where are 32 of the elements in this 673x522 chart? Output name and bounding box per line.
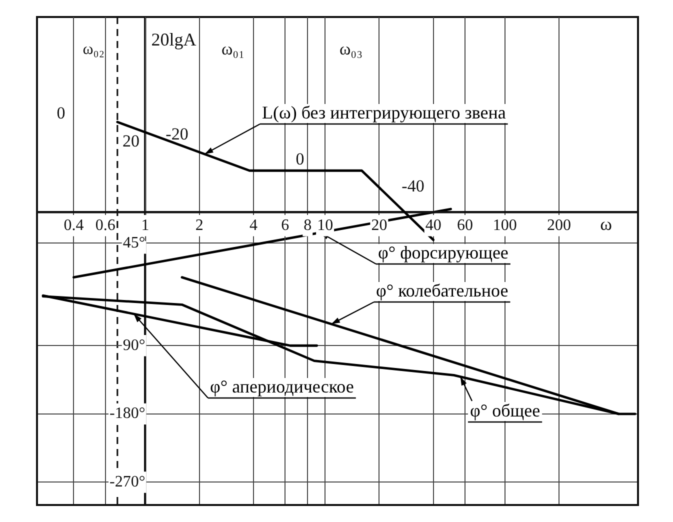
y-axis-title: 20lgA xyxy=(151,30,196,50)
x-tick-label: 100 xyxy=(492,216,517,234)
legend-label: φ° форсирующее xyxy=(378,242,508,263)
text: L(ω) без интегрирующего звена xyxy=(262,102,506,123)
x-tick-label: 20 xyxy=(371,216,388,234)
x-tick-label: 2 xyxy=(195,216,204,234)
y-tick-label: -180° xyxy=(110,405,146,422)
annotation: -20 xyxy=(166,124,188,144)
x-tick-label: 4 xyxy=(250,216,258,234)
y-tick-label: 90° xyxy=(122,336,146,354)
annotation: 0 xyxy=(296,149,304,168)
x-tick-label: 60 xyxy=(456,216,473,234)
x-tick-label: 1 xyxy=(141,216,150,234)
series-label: φ° общее xyxy=(470,400,540,421)
y-tick-label: 45° xyxy=(122,234,146,252)
x-tick-label: 10 xyxy=(317,216,334,234)
x-axis-title: ω xyxy=(600,214,612,234)
x-tick-label: 40 xyxy=(425,216,442,234)
text: φ° апериодическое xyxy=(210,376,354,397)
annotation: ω₀₃ xyxy=(339,39,363,58)
x-tick-label: 8 xyxy=(304,216,312,234)
annotation: -40 xyxy=(402,176,424,196)
x-tick-label: 0.4 xyxy=(64,216,84,234)
ref-line-label: ω₀₂ xyxy=(82,41,104,58)
annotation: ω₀₁ xyxy=(221,39,245,58)
annotation: 20 xyxy=(122,131,140,150)
x-tick-label: 0.6 xyxy=(95,216,116,234)
series-label: φ° колебательное xyxy=(376,280,508,301)
y-tick-label: -270° xyxy=(110,473,146,490)
annotation: 0 xyxy=(56,103,66,122)
x-tick-label: 200 xyxy=(547,216,572,234)
x-tick-label: 6 xyxy=(281,216,290,234)
